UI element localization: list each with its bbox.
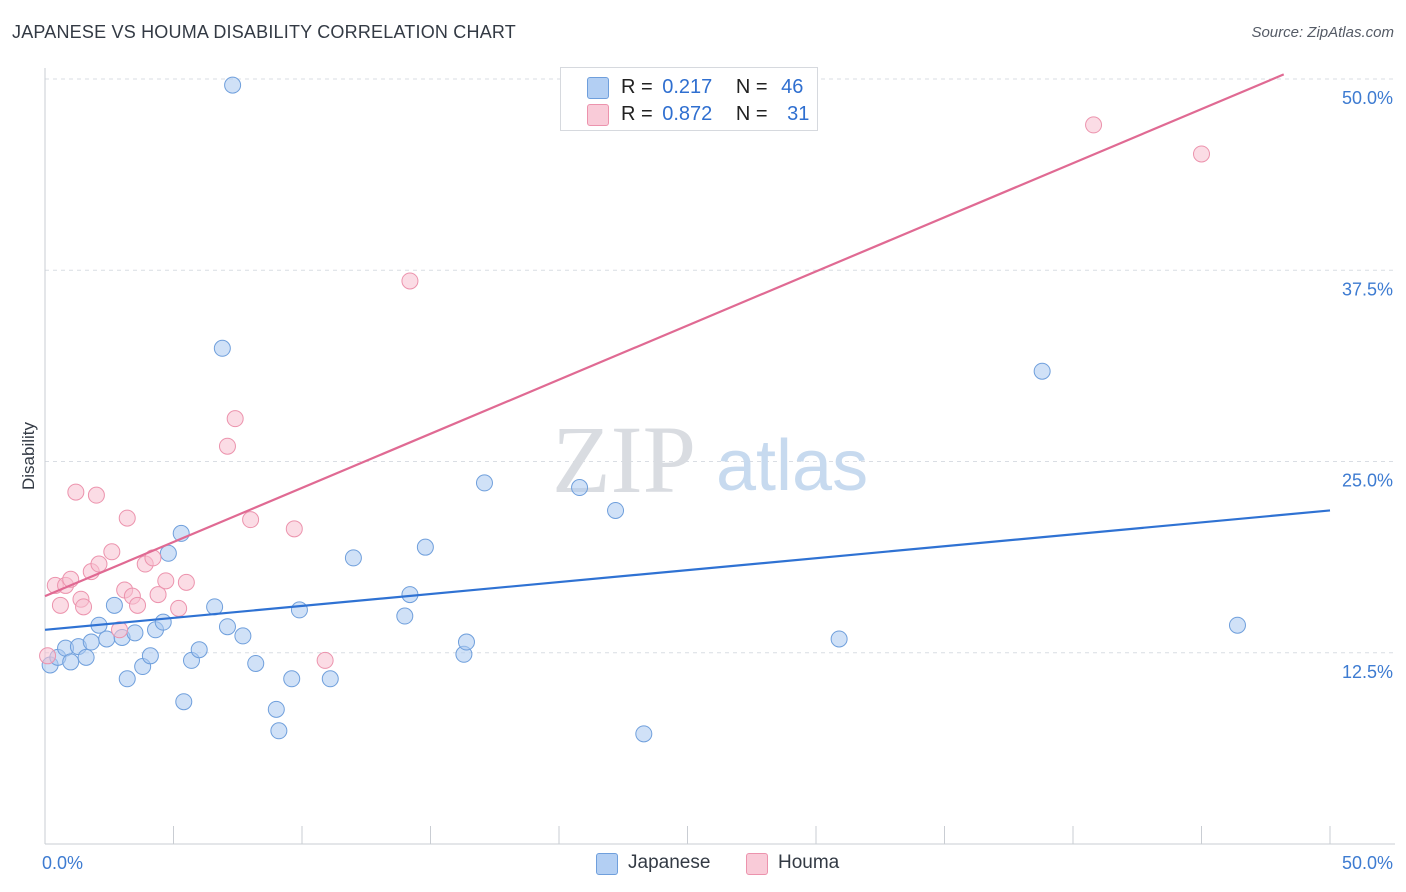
japanese-point xyxy=(1033,362,1051,380)
houma-point xyxy=(90,555,108,573)
houma-point xyxy=(39,647,57,665)
houma-point xyxy=(316,651,334,669)
series-houma xyxy=(39,116,1210,669)
houma-point xyxy=(103,543,121,561)
japanese-point xyxy=(270,722,288,740)
legend-r-value-japanese: 0.217 xyxy=(662,76,713,98)
japanese-point xyxy=(218,618,236,636)
houma-swatch xyxy=(587,104,609,126)
japanese-point xyxy=(77,648,95,666)
japanese-point xyxy=(571,479,589,497)
x-tick-label: 50.0% xyxy=(1342,853,1393,873)
japanese-point xyxy=(1228,616,1246,634)
japanese-point xyxy=(607,501,625,519)
japanese-point xyxy=(344,549,362,567)
y-tick-label: 25.0% xyxy=(1342,471,1393,491)
japanese-swatch xyxy=(596,853,618,875)
source-credit: Source: ZipAtlas.com xyxy=(1251,24,1394,41)
y-tick-labels: 12.5% 25.0% 37.5% 50.0% xyxy=(1342,88,1393,682)
houma-point xyxy=(51,596,69,614)
houma-point xyxy=(67,483,85,501)
stats-legend: R = 0.217 N = 46 R = 0.872 N = 31 xyxy=(560,67,818,131)
bottom-legend-label-japanese: Japanese xyxy=(628,852,711,873)
houma-point xyxy=(401,272,419,290)
japanese-point xyxy=(457,633,475,651)
houma-point xyxy=(226,410,244,428)
japanese-point xyxy=(118,670,136,688)
houma-point xyxy=(170,599,188,617)
chart-title: JAPANESE VS HOUMA DISABILITY CORRELATION… xyxy=(12,22,516,42)
houma-point xyxy=(285,520,303,538)
y-tick-label: 50.0% xyxy=(1342,88,1393,108)
japanese-trendline xyxy=(44,509,1331,631)
legend-n-label: N = xyxy=(735,76,768,98)
houma-trendline xyxy=(44,73,1285,598)
houma-point xyxy=(157,572,175,590)
bottom-legend-label-houma: Houma xyxy=(778,852,840,873)
japanese-point xyxy=(175,693,193,711)
japanese-point xyxy=(830,630,848,648)
japanese-point xyxy=(154,613,172,631)
japanese-point xyxy=(267,700,285,718)
watermark-zip: ZIP xyxy=(552,406,696,513)
japanese-point xyxy=(141,647,159,665)
legend-n-label: N = xyxy=(735,103,768,125)
japanese-swatch xyxy=(587,77,609,99)
series-japanese xyxy=(41,76,1246,743)
legend-r-value-houma: 0.872 xyxy=(662,103,713,125)
houma-point xyxy=(1193,145,1210,163)
houma-point xyxy=(129,596,147,614)
japanese-point xyxy=(234,627,252,645)
houma-swatch xyxy=(746,853,768,875)
japanese-point xyxy=(62,653,80,671)
y-tick-label: 37.5% xyxy=(1342,279,1393,299)
japanese-point xyxy=(283,670,301,688)
houma-point xyxy=(218,437,236,455)
legend-n-value-japanese: 46 xyxy=(781,76,804,98)
watermark-atlas: atlas xyxy=(716,426,868,506)
japanese-point xyxy=(105,596,123,614)
japanese-point xyxy=(321,670,339,688)
houma-point xyxy=(242,511,260,529)
japanese-point xyxy=(213,339,231,357)
houma-point xyxy=(87,486,105,504)
houma-point xyxy=(1085,116,1103,134)
trendlines xyxy=(44,73,1331,631)
japanese-point xyxy=(475,474,493,492)
japanese-point xyxy=(190,641,208,659)
y-axis-title: Disability xyxy=(19,421,38,490)
japanese-point xyxy=(416,538,434,556)
y-tick-label: 12.5% xyxy=(1342,662,1393,682)
houma-point xyxy=(177,573,195,591)
axes xyxy=(44,68,1395,845)
japanese-point xyxy=(126,624,144,642)
legend-n-value-houma: 31 xyxy=(787,103,810,125)
japanese-point xyxy=(290,601,308,619)
x-tick-labels: 0.0% 50.0% xyxy=(42,853,1393,873)
houma-point xyxy=(149,586,167,604)
japanese-point xyxy=(224,76,242,94)
japanese-point xyxy=(396,607,414,625)
x-tick-label: 0.0% xyxy=(42,853,83,873)
houma-point xyxy=(118,509,136,527)
legend-r-label: R = xyxy=(621,76,653,98)
legend-r-label: R = xyxy=(621,103,653,125)
japanese-point xyxy=(82,633,100,651)
japanese-point xyxy=(247,654,265,672)
japanese-point xyxy=(635,725,653,743)
watermark: ZIP atlas xyxy=(552,406,868,513)
houma-point xyxy=(75,598,93,616)
